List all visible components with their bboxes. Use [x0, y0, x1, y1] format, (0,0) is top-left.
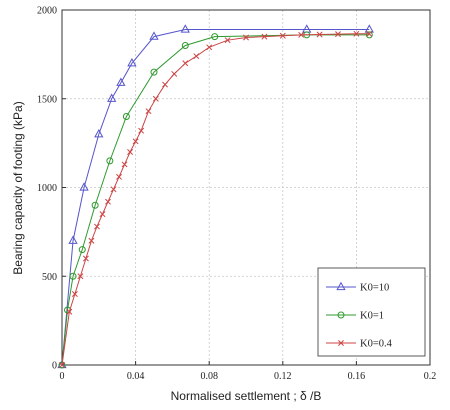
- y-tick-label: 500: [42, 272, 57, 283]
- legend-marker: [336, 281, 346, 291]
- data-point: [121, 161, 128, 168]
- data-point: [302, 24, 312, 33]
- data-point: [182, 60, 189, 67]
- legend-label: K0=1: [360, 311, 384, 322]
- x-tick-label: 0.16: [348, 371, 366, 382]
- data-point: [105, 198, 111, 205]
- x-tick-label: 0: [60, 371, 65, 382]
- data-point: [243, 34, 249, 41]
- data-point: [94, 129, 104, 138]
- data-point: [145, 108, 152, 115]
- legend-box: [317, 267, 426, 357]
- data-point: [162, 81, 168, 88]
- grid-lines: [62, 10, 430, 365]
- x-tick-label: 0.12: [274, 371, 292, 382]
- data-point: [127, 58, 137, 67]
- data-point: [365, 31, 373, 39]
- data-point: [298, 31, 305, 38]
- data-point: [99, 211, 106, 218]
- legend-marker: [337, 311, 345, 319]
- legend-label: K0=0.4: [360, 339, 393, 350]
- y-tick-label: 1500: [37, 94, 57, 105]
- data-point: [152, 95, 159, 102]
- x-tick-label: 0.04: [127, 371, 145, 382]
- data-point: [79, 182, 89, 191]
- data-point: [69, 272, 77, 280]
- data-point: [181, 42, 189, 49]
- data-point: [138, 127, 145, 134]
- data-point: [116, 77, 126, 86]
- series-1: [58, 31, 373, 369]
- data-point: [206, 44, 213, 51]
- data-point: [78, 246, 86, 254]
- y-tick-label: 2000: [37, 6, 57, 17]
- data-point: [366, 30, 373, 37]
- x-tick-label: 0.2: [424, 371, 437, 382]
- y-tick-label: 0: [52, 361, 57, 372]
- data-point: [107, 93, 117, 102]
- data-point: [335, 31, 341, 38]
- data-point: [353, 30, 360, 37]
- series-line: [61, 29, 370, 366]
- legend-marker: [338, 340, 344, 346]
- data-series: [57, 24, 374, 369]
- data-point: [180, 24, 190, 33]
- legend-entry: K0=1: [326, 311, 384, 322]
- legend-label: K0=10: [360, 283, 389, 294]
- data-point: [91, 201, 99, 209]
- data-point: [68, 235, 78, 244]
- series-line: [61, 34, 370, 366]
- data-point: [88, 237, 95, 244]
- data-point: [211, 33, 219, 41]
- x-axis-label: Normalised settlement ; δ /B: [171, 389, 322, 403]
- data-point: [149, 31, 159, 40]
- x-tick-label: 0.08: [200, 371, 218, 382]
- legend: K0=10 K0=1 K0=0.4: [317, 267, 426, 357]
- data-point: [364, 24, 374, 33]
- data-point: [150, 68, 158, 76]
- y-tick-label: 1000: [37, 183, 57, 194]
- data-point: [171, 70, 178, 77]
- data-point: [261, 33, 268, 40]
- data-point: [193, 53, 200, 60]
- data-point: [122, 113, 130, 120]
- data-point: [132, 138, 139, 145]
- series-2: [59, 30, 373, 368]
- data-point: [77, 273, 84, 280]
- data-point: [224, 37, 231, 44]
- data-point: [66, 308, 73, 315]
- data-point: [82, 255, 89, 262]
- data-point: [116, 173, 122, 180]
- data-point: [59, 362, 65, 368]
- data-point: [127, 149, 134, 155]
- legend-entry: K0=0.4: [326, 339, 393, 350]
- y-axis-label: Bearing capacity of footing (kPa): [11, 101, 25, 274]
- data-point: [316, 31, 323, 38]
- data-point: [71, 291, 78, 297]
- series-0: [57, 24, 374, 369]
- data-point: [106, 157, 114, 165]
- data-point: [94, 223, 100, 230]
- legend-entry: K0=10: [326, 281, 389, 294]
- data-point: [279, 32, 286, 39]
- data-point: [110, 186, 117, 193]
